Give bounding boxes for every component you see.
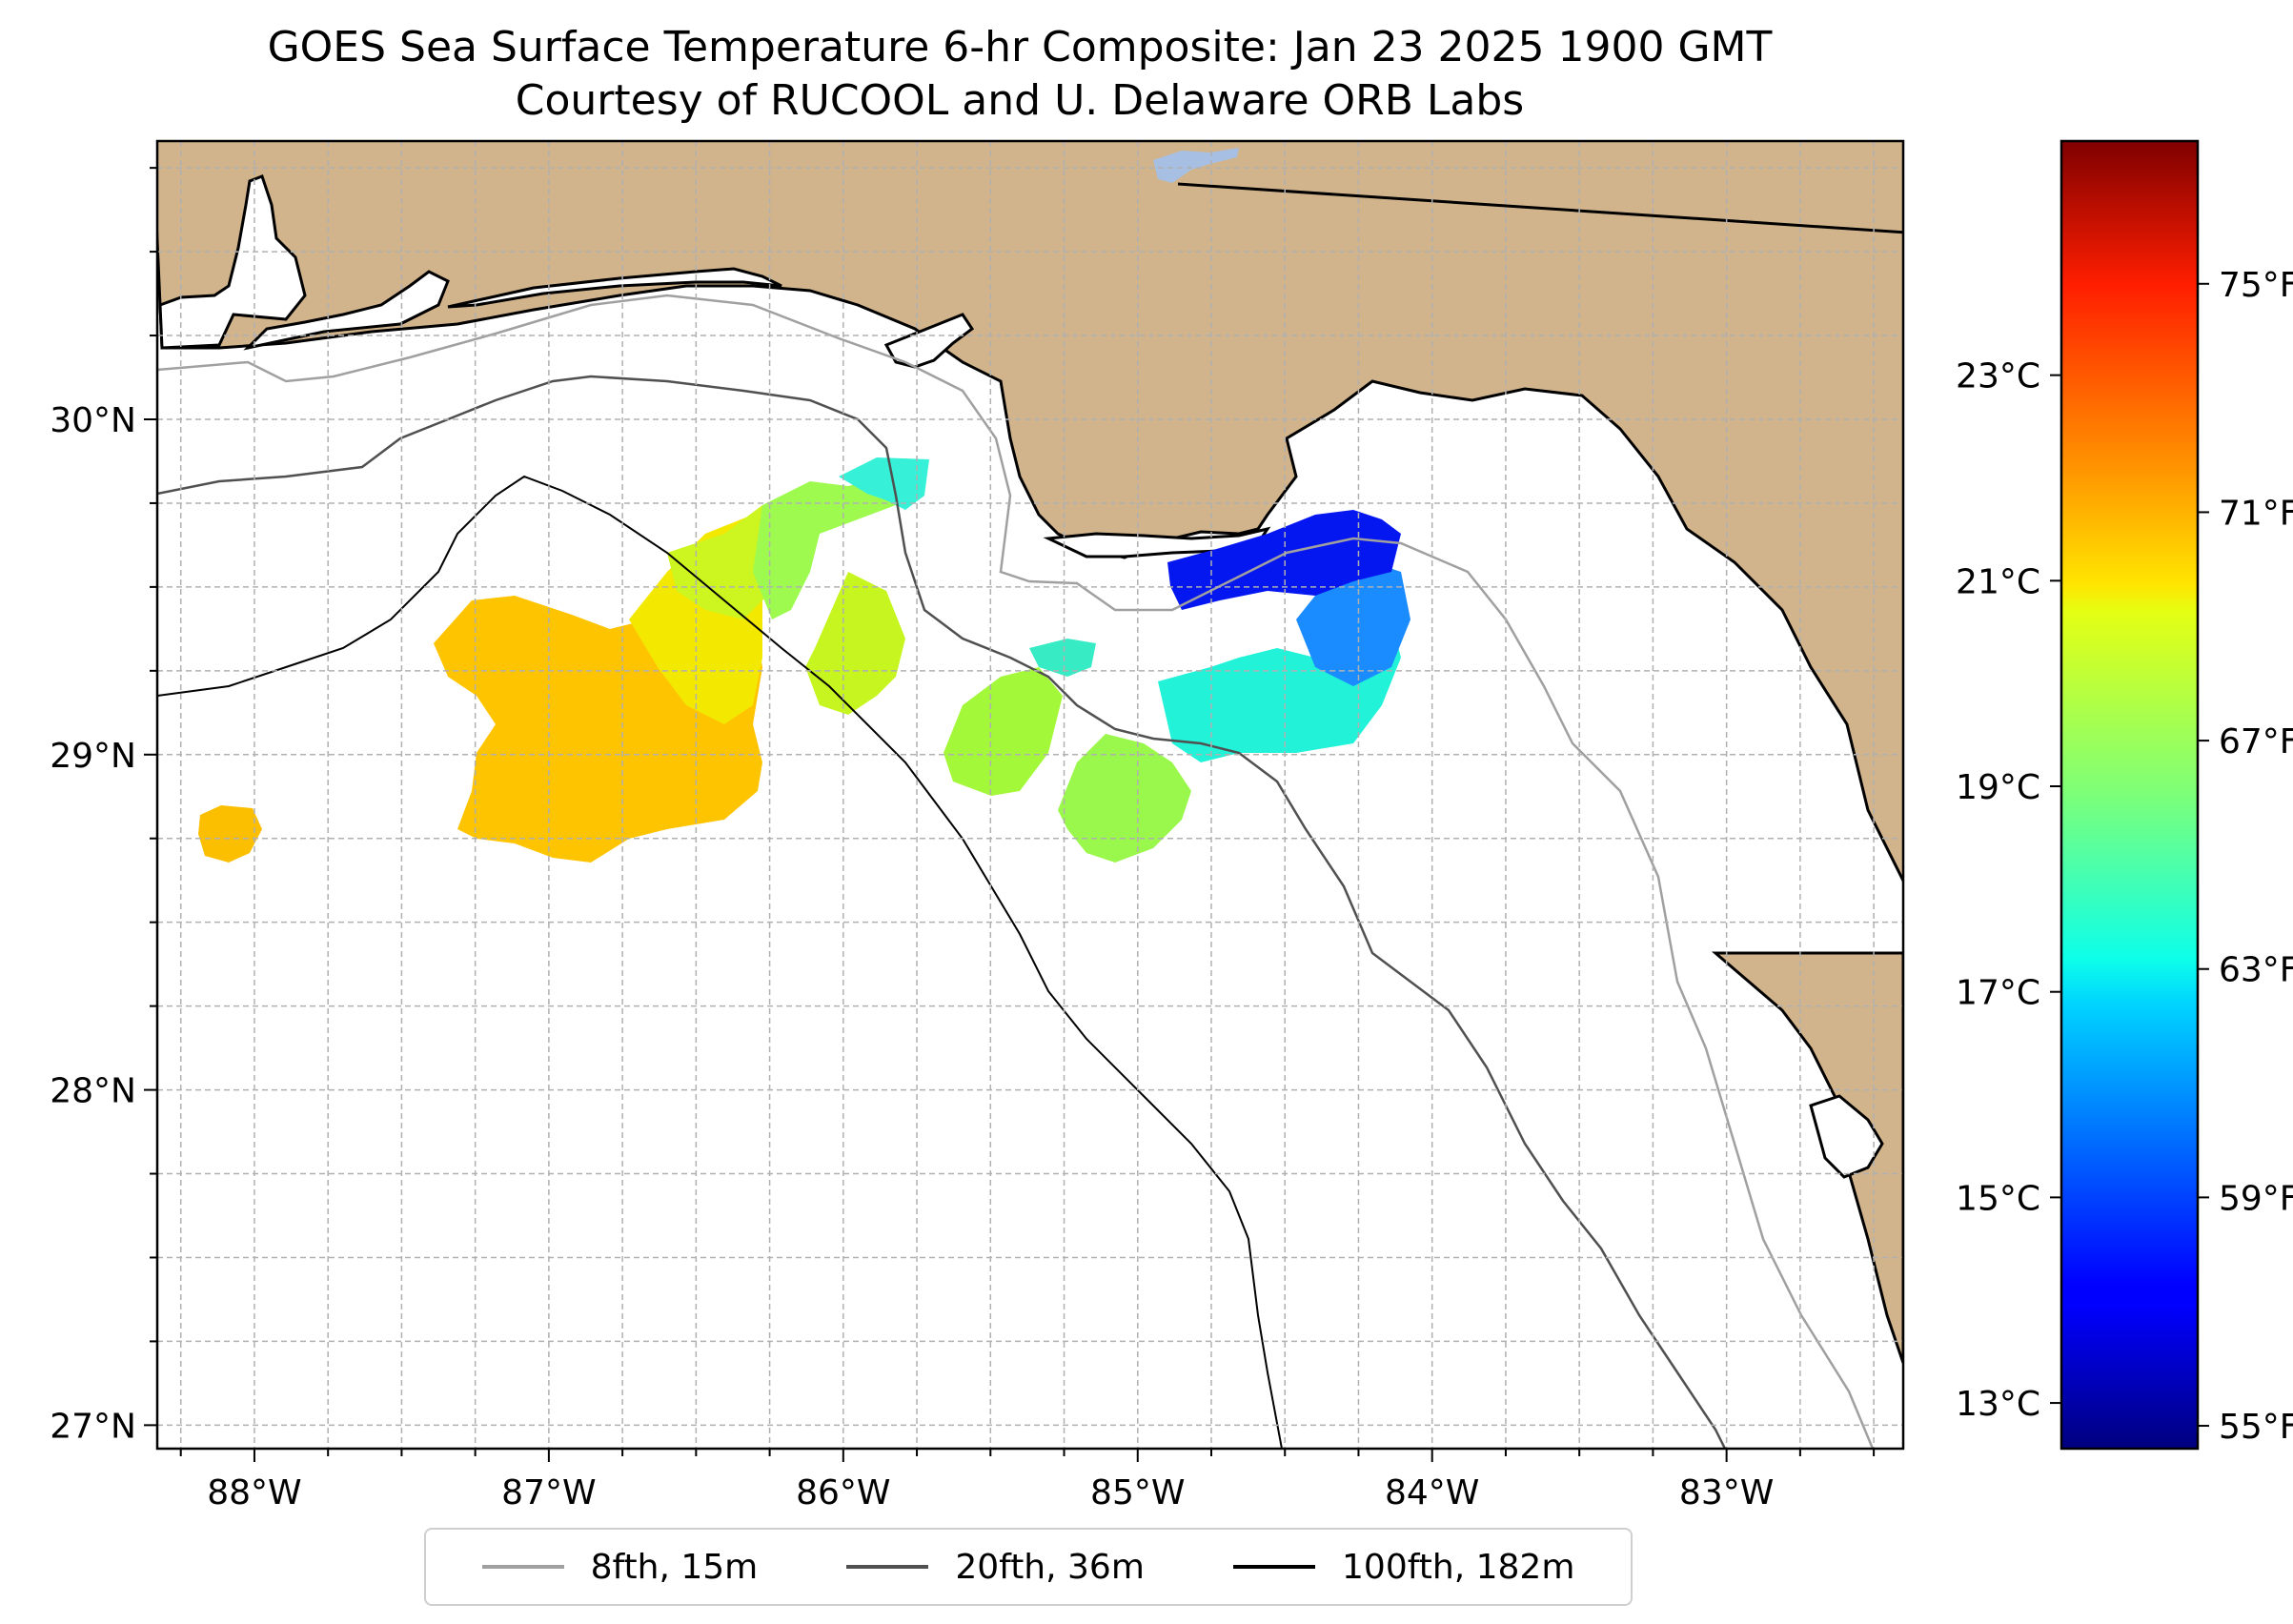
- sst-patch-blue-east: [1296, 562, 1410, 686]
- celsius-tick-label: 15°C: [1956, 1179, 2040, 1218]
- lat-axis: 27°N 28°N 29°N 30°N: [50, 167, 157, 1446]
- sst-patch-teal-east: [1029, 639, 1096, 677]
- lon-tick-label: 88°W: [207, 1473, 301, 1512]
- lat-tick-label: 30°N: [50, 401, 136, 440]
- contour-legend: 8fth, 15m 20fth, 36m 100fth, 182m: [424, 1528, 1633, 1606]
- state-boundary: [1177, 182, 1903, 234]
- lon-tick-label: 87°W: [501, 1473, 596, 1512]
- legend-label: 100fth, 182m: [1342, 1547, 1575, 1587]
- legend-line-swatch: [481, 1565, 564, 1569]
- lake: [1153, 148, 1239, 183]
- celsius-tick-label: 17°C: [1956, 974, 2040, 1013]
- lon-tick-label: 86°W: [796, 1473, 890, 1512]
- legend-label: 20fth, 36m: [955, 1547, 1145, 1587]
- sst-patch-yellow-green: [667, 505, 772, 619]
- legend-line-swatch: [1233, 1565, 1316, 1569]
- sst-patch-cyan-north: [839, 457, 929, 510]
- fahrenheit-tick-label: 67°F: [2219, 722, 2293, 761]
- colorbar-celsius-axis: 13°C 15°C 17°C 19°C 21°C 23°C: [1956, 357, 2061, 1424]
- celsius-tick-label: 21°C: [1956, 562, 2040, 601]
- sst-patches: [198, 457, 1410, 863]
- lon-axis: 88°W 87°W 86°W 85°W 84°W 83°W: [179, 1449, 1876, 1512]
- title-line-1: GOES Sea Surface Temperature 6-hr Compos…: [267, 23, 1773, 71]
- lat-tick-label: 29°N: [50, 737, 136, 776]
- title-line-2: Courtesy of RUCOOL and U. Delaware ORB L…: [515, 76, 1525, 125]
- sst-patch-warm-west: [198, 805, 262, 863]
- gridlines: [157, 141, 1903, 1449]
- contour-100fth: [157, 475, 1283, 1449]
- legend-item: 100fth, 182m: [1233, 1548, 1574, 1587]
- celsius-tick-label: 23°C: [1956, 357, 2040, 396]
- land-north: [157, 141, 1903, 884]
- sst-patch-green-mid: [805, 572, 905, 715]
- legend-item: 8fth, 15m: [481, 1547, 759, 1587]
- sst-patch-green-north: [753, 477, 896, 619]
- legend-label: 8fth, 15m: [590, 1547, 759, 1587]
- chart-title: GOES Sea Surface Temperature 6-hr Compos…: [0, 21, 2039, 128]
- legend-line-swatch: [846, 1565, 929, 1569]
- colorbar: [2060, 139, 2200, 1451]
- choctawhatchee-bay: [447, 267, 782, 309]
- mobile-bay: [158, 174, 307, 350]
- fahrenheit-tick-label: 71°F: [2219, 494, 2293, 533]
- fahrenheit-tick-label: 75°F: [2219, 266, 2293, 305]
- celsius-tick-label: 13°C: [1956, 1385, 2040, 1424]
- fahrenheit-tick-label: 55°F: [2219, 1408, 2293, 1447]
- fahrenheit-tick-label: 59°F: [2219, 1179, 2293, 1218]
- sst-patch-green-south: [1058, 734, 1191, 863]
- legend-item: 20fth, 36m: [846, 1548, 1145, 1587]
- fahrenheit-tick-label: 63°F: [2219, 951, 2293, 990]
- map-frame: [155, 139, 1905, 1451]
- celsius-tick-label: 19°C: [1956, 768, 2040, 807]
- contour-8fth: [157, 294, 1875, 1449]
- colorbar-fahrenheit-axis: 55°F 59°F 63°F 67°F 71°F 75°F: [2198, 266, 2293, 1447]
- sst-patch-green-center: [944, 667, 1063, 796]
- lat-tick-label: 28°N: [50, 1072, 136, 1111]
- lon-tick-label: 83°W: [1679, 1473, 1774, 1512]
- contour-20fth: [157, 375, 1727, 1449]
- lon-tick-label: 84°W: [1385, 1473, 1479, 1512]
- florida-peninsula-coast: [1711, 951, 1903, 1364]
- lon-tick-label: 85°W: [1090, 1473, 1185, 1512]
- lat-tick-label: 27°N: [50, 1407, 136, 1446]
- tampa-bay: [1809, 1094, 1884, 1179]
- sst-patch-deep-blue: [1167, 510, 1401, 610]
- pensacola-bay: [243, 270, 450, 351]
